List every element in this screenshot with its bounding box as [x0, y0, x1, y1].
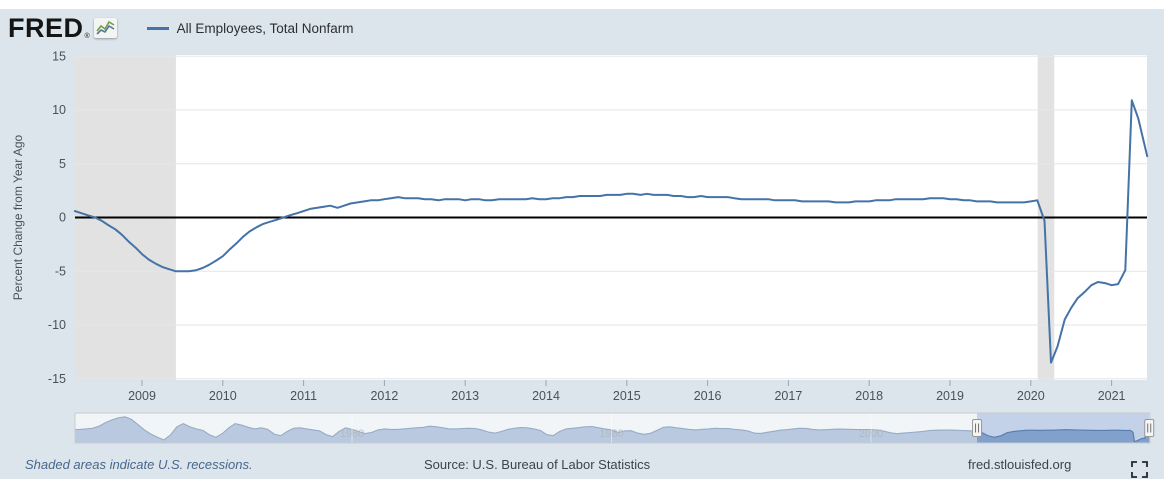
x-tick-label: 2016 [694, 389, 722, 403]
top-strip [0, 0, 1164, 9]
x-tick-label: 2015 [613, 389, 641, 403]
fullscreen-button[interactable] [1129, 459, 1149, 479]
navigator-tick-label: 2000 [859, 428, 883, 440]
navigator-selected-range[interactable] [977, 413, 1150, 443]
x-tick-label: 2014 [532, 389, 560, 403]
navigator-tick-label: 1980 [599, 428, 623, 440]
legend-line-marker [146, 26, 169, 30]
y-tick-label: 10 [52, 103, 66, 117]
legend-series-label: All Employees, Total Nonfarm [176, 20, 354, 36]
fred-logo-chart-icon [93, 18, 117, 38]
x-tick-label: 2019 [936, 389, 964, 403]
y-tick-label: -15 [48, 372, 66, 386]
registered-trademark: ® [84, 32, 90, 40]
y-tick-label: 5 [59, 157, 66, 171]
navigator[interactable]: 1960 1980 2000 [74, 412, 1155, 444]
x-tick-label: 2011 [290, 389, 317, 403]
navigator-handle-right-grip[interactable] [1144, 419, 1155, 437]
x-tick-label: 2018 [855, 389, 883, 403]
legend: All Employees, Total Nonfarm [146, 20, 354, 36]
navigator-mask-left [75, 413, 978, 443]
navigator-handle-left-grip[interactable] [972, 419, 983, 437]
y-axis-title: Percent Change from Year Ago [11, 134, 25, 300]
navigator-area-series [75, 416, 1150, 443]
fred-logo-text: FRED [8, 12, 84, 43]
fred-logo: FRED ® [8, 12, 117, 43]
y-tick-label: 15 [52, 49, 66, 63]
main-series-line [73, 99, 1149, 364]
navigator-series-line [74, 416, 1151, 443]
navigator-handle-right[interactable] [1144, 419, 1155, 437]
fullscreen-icon [1131, 461, 1148, 478]
x-tick-label: 2010 [209, 389, 237, 403]
navigator-tick-label: 1960 [340, 428, 364, 440]
y-tick-label: -10 [48, 318, 66, 332]
x-tick-label: 2009 [128, 389, 156, 403]
x-tick-label: 2021 [1098, 389, 1126, 403]
recession-note: Shaded areas indicate U.S. recessions. [25, 457, 253, 472]
site-link[interactable]: fred.stlouisfed.org [968, 457, 1072, 472]
source-text: Source: U.S. Bureau of Labor Statistics [424, 457, 651, 472]
x-tick-label: 2012 [370, 389, 398, 403]
main-plot-area[interactable] [75, 55, 1147, 380]
x-tick-label: 2013 [451, 389, 479, 403]
x-tick-label: 2020 [1017, 389, 1045, 403]
x-tick-label: 2017 [774, 389, 802, 403]
y-tick-label: 0 [59, 211, 66, 225]
chart-header: FRED ® All Employees, Total Nonfarm [0, 9, 1164, 47]
navigator-handle-left[interactable] [972, 419, 983, 437]
y-tick-label: -5 [55, 264, 66, 278]
